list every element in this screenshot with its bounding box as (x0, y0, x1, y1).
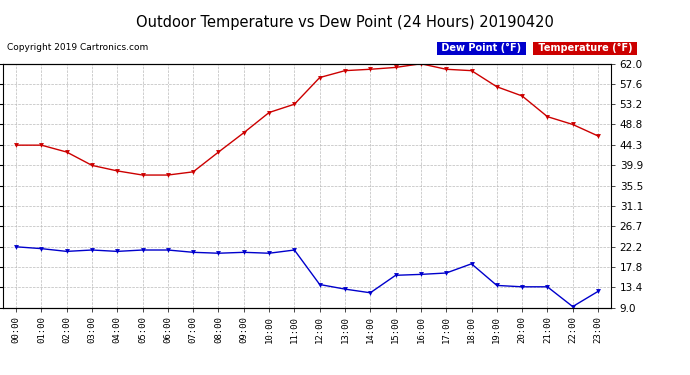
Text: Outdoor Temperature vs Dew Point (24 Hours) 20190420: Outdoor Temperature vs Dew Point (24 Hou… (136, 15, 554, 30)
Text: Dew Point (°F): Dew Point (°F) (438, 43, 524, 53)
Text: Copyright 2019 Cartronics.com: Copyright 2019 Cartronics.com (7, 43, 148, 52)
Text: Temperature (°F): Temperature (°F) (535, 43, 635, 53)
